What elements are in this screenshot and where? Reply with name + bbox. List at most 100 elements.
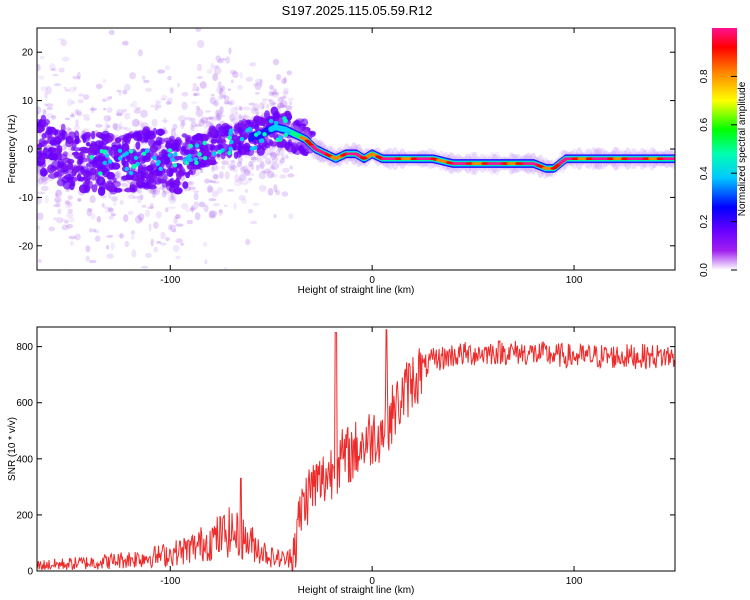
heatmap-cell (51, 160, 61, 170)
heatmap-cell (259, 138, 265, 143)
heatmap-cell (237, 142, 242, 150)
heatmap-cell (245, 76, 254, 82)
heatmap-cell (82, 133, 87, 144)
heatmap-cell (170, 192, 175, 200)
heatmap-cell (209, 20, 216, 26)
y-tick-label: 20 (22, 48, 34, 59)
heatmap-cell (124, 241, 130, 248)
heatmap-cell (253, 145, 258, 151)
heatmap-cell (45, 103, 54, 107)
heatmap-cell (102, 331, 106, 335)
heatmap-cell (266, 150, 273, 154)
heatmap-cell (282, 95, 287, 99)
heatmap-cell (141, 172, 146, 182)
heatmap-cell (79, 146, 88, 153)
heatmap-cell (111, 213, 117, 217)
heatmap-cell (285, 154, 289, 159)
snr-xlabel: Height of straight line (km) (298, 585, 415, 596)
heatmap-cell (203, 125, 207, 129)
heatmap-cell (67, 176, 74, 183)
heatmap-cell (94, 140, 104, 147)
heatmap-cell (37, 212, 44, 221)
heatmap-cell (38, 75, 45, 80)
heatmap-cell (212, 151, 217, 156)
heatmap-cell (180, 242, 185, 246)
heatmap-cell (111, 180, 121, 188)
heatmap-cell (61, 144, 67, 151)
heatmap-cell (93, 293, 97, 297)
heatmap-cell (233, 179, 242, 187)
heatmap-cell (145, 173, 156, 182)
heatmap-cell (229, 113, 236, 122)
heatmap-cell (91, 130, 96, 140)
heatmap-cell (78, 93, 84, 97)
heatmap-cell (151, 118, 158, 127)
heatmap-cell (186, 296, 190, 301)
heatmap-cell (287, 97, 294, 101)
heatmap-cell (278, 147, 285, 156)
heatmap-cell (60, 123, 66, 132)
heatmap-cell (108, 29, 115, 35)
heatmap-cell (123, 214, 129, 223)
heatmap-cell (150, 238, 154, 247)
heatmap-cell (83, 94, 90, 100)
heatmap-cell (188, 181, 195, 186)
heatmap-cell (65, 140, 73, 148)
heatmap-cell (265, 157, 271, 165)
heatmap-cell (218, 171, 224, 179)
heatmap-cell (181, 101, 188, 110)
snr-panel: -100 0 100 0 200 400 600 800 Height of straight… (7, 326, 676, 596)
heatmap-cell (55, 200, 60, 206)
x-tick-label: -100 (160, 576, 180, 587)
heatmap-cell (48, 153, 58, 161)
heatmap-cell (67, 195, 73, 200)
heatmap-cell (90, 105, 95, 114)
heatmap-cell (159, 158, 165, 169)
heatmap-cell (103, 115, 112, 122)
heatmap-cell (194, 212, 201, 221)
heatmap-cell (173, 216, 178, 225)
heatmap-cell (116, 109, 124, 117)
heatmap-cell (102, 160, 108, 166)
heatmap-cell (37, 191, 45, 195)
heatmap-cell (189, 117, 196, 123)
heatmap-cell (107, 116, 111, 121)
heatmap-cell (124, 112, 131, 120)
heatmap-cell (219, 84, 225, 92)
heatmap-cell (133, 108, 141, 114)
heatmap-cell (72, 75, 81, 80)
heatmap-cell (288, 213, 294, 220)
heatmap-cell (136, 171, 142, 180)
heatmap-cell (267, 160, 274, 165)
heatmap-cell (289, 101, 293, 106)
colorbar-ticks: 0.0 0.2 0.4 0.6 0.8 (699, 69, 737, 277)
heatmap-cell (259, 161, 265, 170)
heatmap-cell (122, 40, 129, 46)
heatmap-cell (91, 184, 98, 193)
heatmap-cell (45, 112, 54, 119)
heatmap-cell (218, 208, 223, 216)
heatmap-cell (184, 149, 194, 156)
heatmap-cell (164, 65, 171, 71)
heatmap-cell (87, 208, 93, 213)
heatmap-cell (54, 140, 60, 148)
heatmap-cell (249, 62, 257, 67)
heatmap-cell (175, 214, 180, 220)
heatmap-cell (95, 131, 104, 138)
heatmap-cell (56, 145, 63, 154)
heatmap-cell (121, 108, 128, 113)
heatmap-cell (167, 97, 173, 104)
heatmap-cell (104, 165, 111, 172)
heatmap-cell (273, 214, 277, 219)
heatmap-cell (263, 171, 267, 174)
heatmap-cell (193, 92, 201, 95)
heatmap-cell (258, 184, 267, 192)
heatmap-cell (227, 150, 232, 156)
heatmap-cell (132, 118, 140, 127)
heatmap-cell (37, 161, 42, 167)
heatmap-cell (68, 131, 77, 140)
heatmap-cell (267, 188, 274, 196)
heatmap-cell (217, 81, 222, 88)
heatmap-cell (280, 96, 286, 100)
